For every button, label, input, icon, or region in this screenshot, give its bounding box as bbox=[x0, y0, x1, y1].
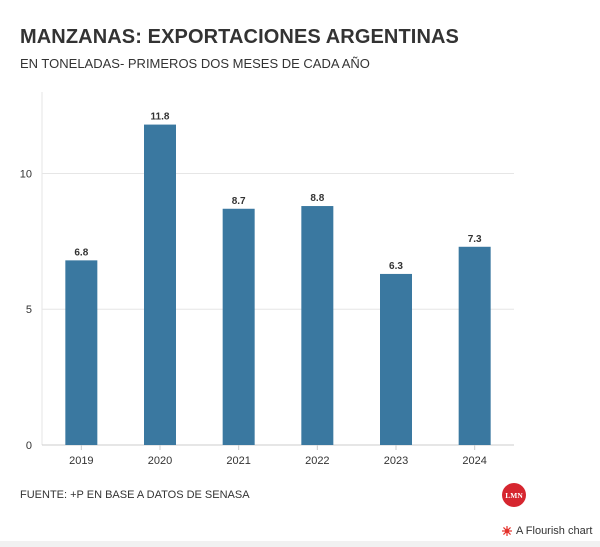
data-label: 6.3 bbox=[389, 261, 403, 272]
bar[interactable] bbox=[301, 206, 334, 445]
x-tick-label: 2019 bbox=[69, 455, 93, 467]
bars bbox=[65, 124, 491, 445]
bar[interactable] bbox=[65, 260, 98, 445]
data-label: 6.8 bbox=[74, 247, 88, 258]
brand-logo[interactable]: LMN bbox=[502, 483, 526, 507]
x-axis-ticks: 2019 2020 2021 2022 2023 2024 bbox=[69, 445, 487, 467]
x-tick-label: 2022 bbox=[305, 455, 329, 467]
bar[interactable] bbox=[222, 208, 255, 445]
y-tick-label: 0 bbox=[26, 440, 32, 452]
bar[interactable] bbox=[144, 124, 176, 445]
bar-chart: 6.8 11.8 8.7 8.8 6.3 7.3 0 5 10 2019 2020 2021 202… bbox=[20, 92, 514, 467]
x-tick-label: 2020 bbox=[148, 455, 172, 467]
flourish-credit[interactable]: A Flourish chart bbox=[502, 525, 592, 537]
bottom-bar bbox=[0, 541, 600, 547]
y-tick-label: 5 bbox=[26, 304, 32, 316]
data-label: 7.3 bbox=[468, 234, 482, 245]
flourish-label: A Flourish chart bbox=[516, 525, 593, 537]
gridlines bbox=[41, 92, 514, 446]
y-tick-label: 10 bbox=[20, 168, 32, 180]
x-tick-label: 2021 bbox=[226, 455, 250, 467]
data-label: 11.8 bbox=[151, 112, 170, 123]
x-tick-label: 2023 bbox=[384, 455, 408, 467]
data-label: 8.7 bbox=[232, 196, 246, 207]
bar[interactable] bbox=[380, 273, 412, 445]
source-note: FUENTE: +P EN BASE A DATOS DE SENASA bbox=[20, 489, 250, 501]
data-label: 8.8 bbox=[310, 193, 324, 204]
flourish-icon bbox=[502, 526, 512, 536]
chart-subtitle: EN TONELADAS- PRIMEROS DOS MESES DE CADA… bbox=[20, 56, 370, 71]
y-axis-ticks: 0 5 10 bbox=[20, 168, 32, 452]
x-tick-label: 2024 bbox=[462, 455, 486, 467]
chart-title: MANZANAS: EXPORTACIONES ARGENTINAS bbox=[20, 26, 459, 48]
bar[interactable] bbox=[458, 246, 491, 445]
value-labels: 6.8 11.8 8.7 8.8 6.3 7.3 bbox=[74, 112, 482, 272]
